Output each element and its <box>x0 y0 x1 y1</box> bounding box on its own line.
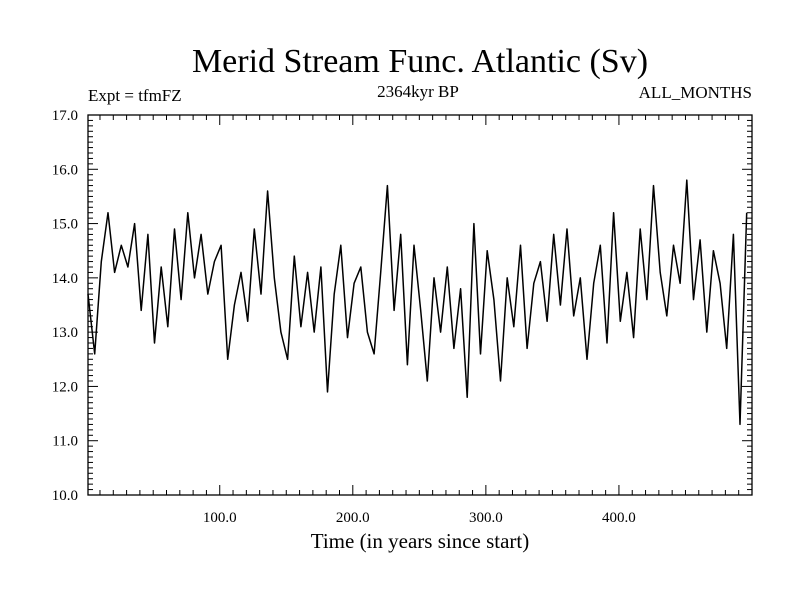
months-label: ALL_MONTHS <box>639 83 752 102</box>
y-tick-label: 11.0 <box>52 434 78 450</box>
axis-tick-labels: 100.0 200.0 300.0 400.0 10.0 11.0 12.0 13.0 14.0… <box>52 108 636 526</box>
x-axis-label: Time (in years since start) <box>311 529 530 553</box>
x-tick-label: 300.0 <box>469 510 503 526</box>
x-tick-label: 200.0 <box>336 510 370 526</box>
y-tick-label: 16.0 <box>52 162 78 178</box>
y-tick-label: 15.0 <box>52 217 78 233</box>
experiment-label: Expt = tfmFZ <box>88 86 182 105</box>
x-tick-label: 100.0 <box>203 510 237 526</box>
y-tick-label: 14.0 <box>52 271 78 287</box>
y-tick-label: 12.0 <box>52 379 78 395</box>
series-line <box>87 179 748 426</box>
y-tick-label: 10.0 <box>52 488 78 504</box>
x-tick-label: 400.0 <box>602 510 636 526</box>
y-tick-label: 17.0 <box>52 108 78 124</box>
period-label: 2364kyr BP <box>377 82 459 101</box>
y-tick-label: 13.0 <box>52 325 78 341</box>
plot-frame <box>87 114 753 496</box>
chart-title: Merid Stream Func. Atlantic (Sv) <box>192 43 648 80</box>
